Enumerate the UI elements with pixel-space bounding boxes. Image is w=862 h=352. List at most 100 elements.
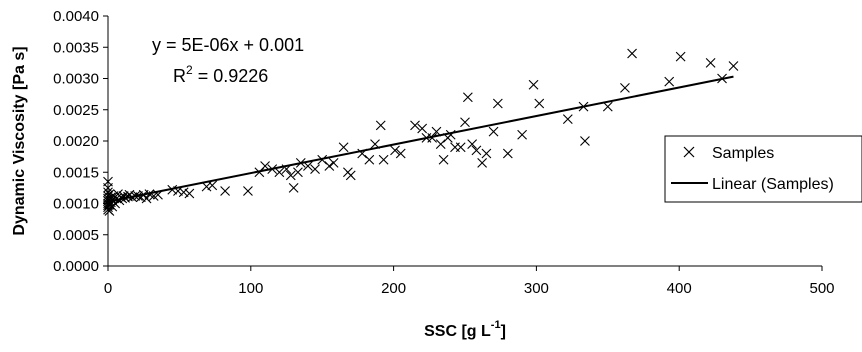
sample-point [127, 192, 138, 203]
sample-point [310, 164, 320, 175]
sample-point [664, 76, 675, 87]
sample-point [375, 120, 386, 131]
sample-point [338, 142, 349, 153]
x-ticks: 0 100 200 300 400 500 [104, 266, 835, 297]
y-tick-label: 0.0005 [53, 227, 99, 244]
sample-point [417, 123, 428, 134]
x-tick-label: 500 [809, 280, 834, 297]
sample-point [295, 157, 306, 168]
y-tick-label: 0.0030 [53, 71, 99, 88]
sample-point [293, 167, 303, 178]
sample-point [717, 73, 727, 84]
sample-point [427, 132, 438, 143]
sample-point [364, 154, 375, 165]
sample-point [467, 139, 478, 150]
sample-point [477, 157, 488, 168]
sample-point [103, 202, 113, 213]
r-squared-value: = 0.9226 [193, 66, 269, 86]
sample-point [488, 126, 499, 137]
sample-point [471, 145, 482, 156]
sample-point [390, 145, 400, 156]
sample-point [274, 167, 285, 178]
sample-point [260, 161, 270, 171]
sample-point [410, 120, 420, 131]
sample-point [133, 191, 143, 201]
sample-point [105, 192, 116, 203]
sample-point [492, 98, 503, 109]
y-tick-label: 0.0025 [53, 102, 99, 119]
x-tick-label: 400 [667, 280, 692, 297]
sample-point [528, 79, 539, 90]
sample-point [435, 139, 446, 150]
x-axis-title-close: ] [501, 323, 506, 340]
sample-point [675, 51, 686, 62]
sample-point [534, 98, 545, 109]
sample-point [562, 114, 573, 125]
sample-point [705, 57, 716, 68]
y-axis-title: Dynamic Viscosity [Pa s] [11, 46, 28, 235]
sample-point [445, 129, 456, 140]
sample-point [370, 139, 380, 150]
sample-point [184, 188, 195, 199]
sample-point [130, 191, 141, 201]
sample-point [328, 157, 339, 168]
legend-box [664, 135, 862, 203]
sample-point [201, 181, 212, 192]
regression-equation: y = 5E-06x + 0.001 [152, 35, 304, 55]
sample-point [207, 180, 218, 191]
x-tick-label: 300 [524, 280, 549, 297]
sample-point [431, 126, 442, 137]
sample-point [141, 193, 152, 204]
sample-point [281, 164, 292, 175]
sample-point [104, 206, 115, 216]
sample-point [267, 164, 278, 175]
legend-label-samples: Samples [712, 145, 774, 162]
y-tick-label: 0.0020 [53, 133, 99, 150]
sample-point [395, 148, 406, 159]
sample-point [627, 48, 637, 59]
legend-label-linear: Linear (Samples) [712, 176, 834, 193]
r-squared-superscript: 2 [186, 63, 193, 77]
sample-point [220, 186, 230, 196]
x-axis-title-text: SSC [g L [424, 323, 491, 340]
x-axis-title-superscript: -1 [491, 319, 501, 331]
sample-point [167, 184, 178, 195]
sample-point [502, 148, 513, 159]
x-axis-title: SSC [g L-1] [424, 319, 506, 340]
sample-point [357, 148, 368, 159]
sample-point [378, 154, 389, 165]
sample-point [460, 117, 470, 128]
sample-point [462, 92, 473, 103]
sample-point [620, 82, 630, 93]
sample-point [117, 193, 128, 204]
sample-point [285, 170, 296, 181]
sample-point [173, 186, 183, 196]
sample-point [303, 161, 313, 171]
sample-point [288, 182, 299, 193]
legend: Samples Linear (Samples) [664, 135, 862, 203]
sample-point [578, 101, 589, 112]
y-tick-label: 0.0040 [53, 8, 99, 25]
sample-point [345, 170, 356, 181]
legend-marker-samples [683, 146, 695, 158]
sample-point [728, 61, 739, 71]
trendline-group [107, 75, 734, 203]
sample-point [580, 136, 590, 146]
y-tick-label: 0.0000 [53, 258, 99, 275]
x-tick-label: 0 [104, 280, 112, 297]
sample-point [178, 187, 189, 198]
sample-point [481, 148, 492, 159]
y-ticks: 0.0000 0.0005 0.0010 0.0015 0.0020 0.0025 0.00… [53, 8, 108, 275]
sample-point [324, 161, 335, 171]
sample-point [517, 129, 528, 140]
r-squared-label: R2 = 0.9226 [173, 63, 268, 86]
sample-point [243, 186, 253, 196]
sample-point [153, 189, 163, 200]
sample-point [103, 182, 113, 193]
sample-point [317, 154, 328, 165]
y-tick-label: 0.0035 [53, 39, 99, 56]
sample-point [438, 154, 449, 165]
y-tick-label: 0.0015 [53, 164, 99, 181]
trendline [107, 75, 734, 203]
